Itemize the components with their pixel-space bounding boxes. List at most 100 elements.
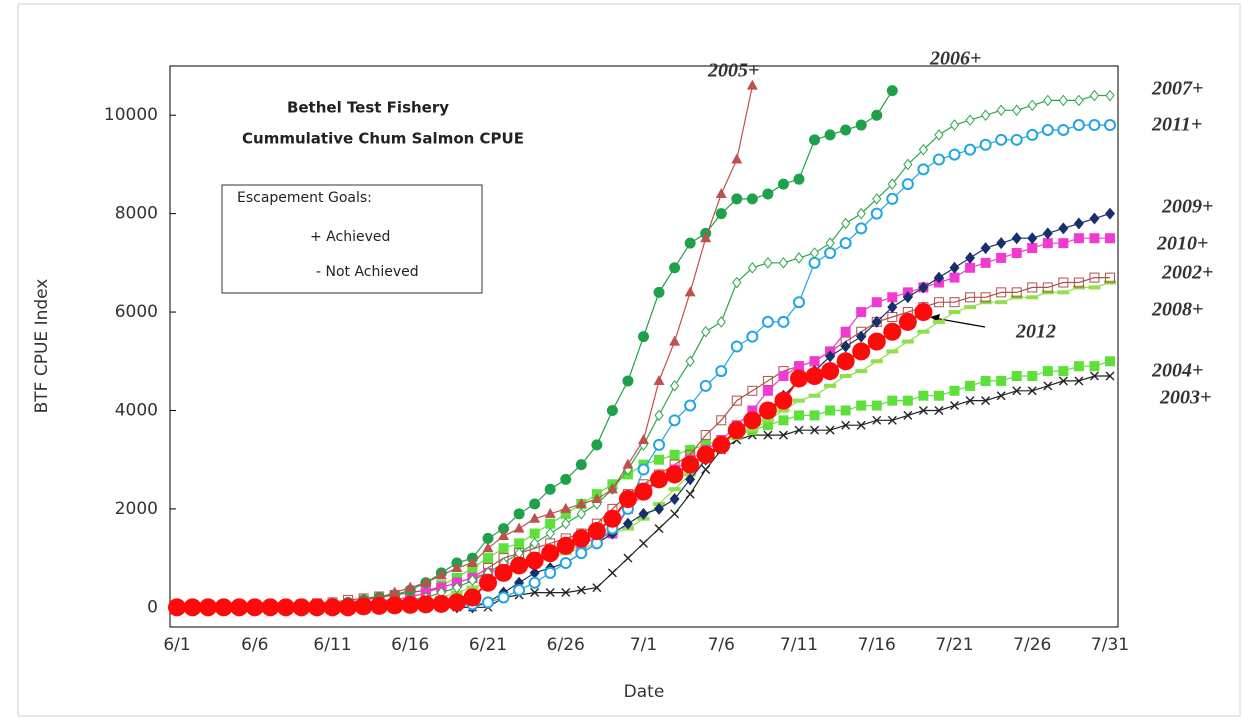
marker bbox=[1058, 238, 1069, 249]
marker bbox=[1105, 89, 1115, 102]
series-label: 2011+ bbox=[1151, 114, 1202, 136]
y-tick-label: 6000 bbox=[115, 302, 158, 322]
marker bbox=[917, 163, 930, 176]
marker bbox=[1042, 238, 1053, 249]
marker bbox=[886, 85, 898, 97]
marker bbox=[763, 430, 773, 440]
marker bbox=[183, 598, 202, 617]
marker bbox=[808, 393, 821, 398]
marker bbox=[1088, 119, 1101, 132]
marker bbox=[638, 507, 649, 520]
marker bbox=[763, 257, 773, 269]
marker bbox=[572, 529, 591, 548]
y-tick-label: 2000 bbox=[115, 499, 158, 519]
marker bbox=[639, 538, 648, 548]
marker bbox=[808, 256, 821, 269]
marker bbox=[886, 192, 899, 205]
marker bbox=[747, 261, 757, 274]
x-tick-label: 6/21 bbox=[469, 635, 507, 655]
marker bbox=[385, 596, 404, 615]
marker bbox=[1027, 282, 1038, 293]
marker bbox=[793, 296, 805, 309]
marker bbox=[855, 369, 868, 374]
marker bbox=[466, 557, 478, 568]
marker bbox=[1058, 94, 1068, 107]
marker bbox=[684, 399, 697, 412]
marker bbox=[498, 523, 510, 535]
marker bbox=[746, 193, 758, 205]
y-tick-label: 4000 bbox=[115, 400, 158, 420]
marker bbox=[230, 598, 249, 617]
y-tick-label: 10000 bbox=[104, 105, 158, 125]
marker bbox=[887, 301, 898, 314]
marker bbox=[1105, 272, 1115, 283]
marker bbox=[389, 586, 401, 597]
marker bbox=[544, 483, 556, 495]
marker bbox=[949, 297, 960, 308]
marker bbox=[529, 512, 541, 523]
marker bbox=[466, 585, 479, 590]
x-tick-label: 7/21 bbox=[935, 635, 973, 655]
marker bbox=[1042, 282, 1053, 293]
marker bbox=[401, 595, 420, 614]
marker bbox=[852, 342, 871, 361]
x-tick-label: 6/16 bbox=[391, 635, 429, 655]
marker bbox=[1089, 272, 1100, 283]
marker bbox=[886, 349, 899, 354]
marker bbox=[498, 529, 510, 540]
marker bbox=[871, 400, 882, 411]
marker bbox=[902, 395, 913, 406]
marker bbox=[1104, 119, 1116, 132]
marker bbox=[918, 390, 929, 401]
marker bbox=[746, 330, 759, 343]
marker bbox=[809, 134, 821, 146]
marker bbox=[1043, 381, 1053, 391]
marker bbox=[887, 292, 898, 303]
marker bbox=[995, 300, 1008, 305]
marker bbox=[650, 470, 669, 489]
marker bbox=[948, 148, 961, 161]
marker bbox=[856, 420, 866, 430]
marker bbox=[513, 508, 525, 520]
marker bbox=[871, 109, 883, 121]
marker bbox=[883, 322, 902, 341]
marker bbox=[793, 398, 805, 403]
marker bbox=[856, 207, 866, 220]
series-label: 2002+ bbox=[1161, 262, 1213, 284]
marker bbox=[777, 178, 789, 190]
marker bbox=[934, 129, 944, 141]
marker bbox=[964, 305, 977, 310]
marker bbox=[606, 404, 618, 416]
marker bbox=[1057, 290, 1070, 295]
x-tick-label: 6/1 bbox=[163, 635, 190, 655]
marker bbox=[747, 385, 758, 396]
marker bbox=[872, 193, 882, 205]
marker bbox=[1026, 128, 1039, 141]
marker bbox=[841, 217, 851, 230]
marker bbox=[576, 508, 586, 520]
marker bbox=[825, 425, 835, 435]
marker bbox=[497, 591, 510, 604]
marker bbox=[996, 375, 1007, 386]
marker bbox=[420, 576, 432, 587]
marker bbox=[715, 365, 728, 378]
marker bbox=[996, 252, 1007, 263]
marker bbox=[870, 207, 883, 220]
legend-box bbox=[221, 184, 483, 294]
marker bbox=[902, 291, 913, 304]
marker bbox=[1058, 277, 1069, 288]
marker bbox=[901, 178, 914, 191]
marker bbox=[932, 153, 945, 166]
marker bbox=[934, 405, 944, 415]
marker bbox=[696, 445, 715, 464]
marker bbox=[727, 421, 746, 440]
marker bbox=[669, 335, 681, 346]
marker bbox=[435, 569, 447, 580]
marker bbox=[1010, 133, 1023, 146]
marker bbox=[1072, 119, 1085, 132]
marker bbox=[950, 401, 959, 411]
marker bbox=[561, 588, 571, 598]
marker bbox=[354, 597, 373, 616]
marker bbox=[856, 307, 867, 318]
